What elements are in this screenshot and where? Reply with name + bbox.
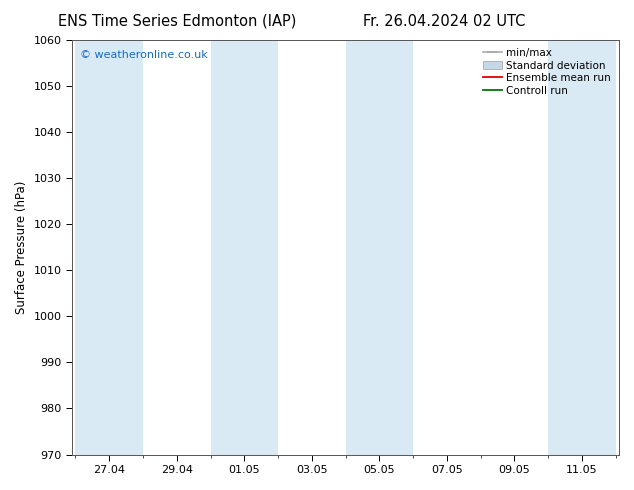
Bar xyxy=(75,40,143,455)
Text: Fr. 26.04.2024 02 UTC: Fr. 26.04.2024 02 UTC xyxy=(363,14,525,29)
Bar xyxy=(346,40,413,455)
Text: ENS Time Series Edmonton (IAP): ENS Time Series Edmonton (IAP) xyxy=(58,14,297,29)
Bar xyxy=(210,40,278,455)
Bar xyxy=(548,40,616,455)
Y-axis label: Surface Pressure (hPa): Surface Pressure (hPa) xyxy=(15,180,28,314)
Legend: min/max, Standard deviation, Ensemble mean run, Controll run: min/max, Standard deviation, Ensemble me… xyxy=(480,45,614,99)
Text: © weatheronline.co.uk: © weatheronline.co.uk xyxy=(81,50,208,60)
